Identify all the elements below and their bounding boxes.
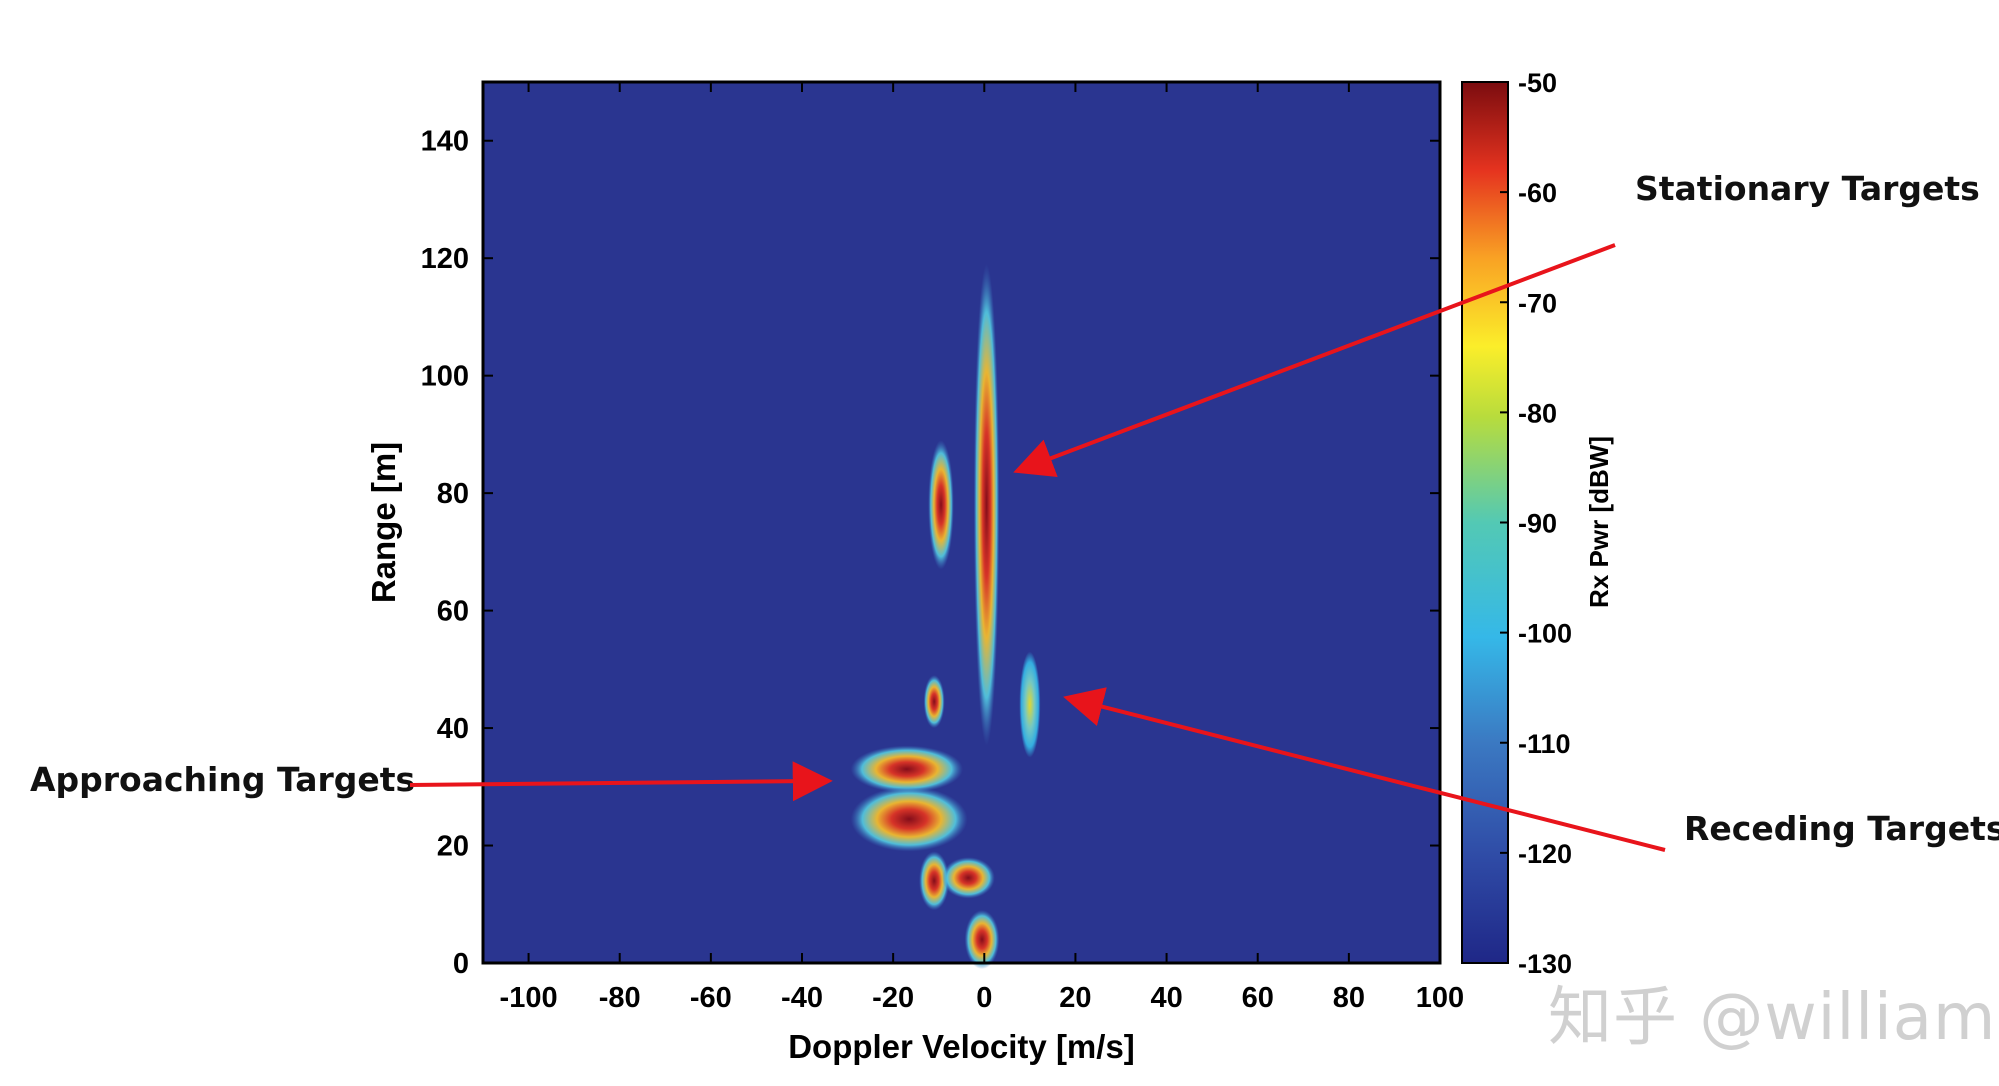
annotation-approaching-targets: Approaching Targets [30, 760, 415, 799]
x-axis-ticks: -100 -80 -60 -40 -20 0 20 40 60 80 100 [500, 82, 1464, 1014]
y-tick-label: 80 [437, 478, 469, 510]
heatmap-cluster [1019, 651, 1041, 758]
y-axis-label: Range [m] [365, 442, 402, 603]
x-tick-label: -20 [872, 982, 914, 1014]
y-tick-label: 0 [453, 948, 469, 980]
arrow-receding [1063, 687, 1666, 852]
x-tick-label: 0 [976, 982, 992, 1014]
colorbar-label: Rx Pwr [dBW] [1584, 436, 1614, 608]
colorbar-tick-label: -70 [1518, 288, 1557, 318]
heatmap-cluster [941, 857, 995, 899]
colorbar-tick-label: -80 [1518, 398, 1557, 428]
heatmap-cluster [964, 910, 1000, 969]
y-tick-label: 60 [437, 596, 469, 628]
colorbar-tick-label: -120 [1518, 839, 1572, 869]
heatmap-cluster [850, 786, 968, 852]
colorbar-tick-label: -90 [1518, 509, 1557, 539]
y-tick-label: 140 [421, 126, 469, 158]
arrow-approaching [409, 761, 833, 802]
colorbar-tick-label: -100 [1518, 619, 1572, 649]
y-axis-ticks: 0 20 40 60 80 100 120 140 [421, 126, 1440, 980]
plot-frame [481, 80, 1442, 965]
x-tick-label: -80 [599, 982, 641, 1014]
heatmap-clusters [850, 263, 1041, 969]
x-axis-label: Doppler Velocity [m/s] [788, 1028, 1135, 1065]
colorbar-ticks: -50 -60 -70 -80 -90 -100 -110 -120 -130 [1500, 68, 1572, 979]
colorbar-tick-label: -50 [1518, 68, 1557, 98]
watermark-text: 知乎 @william [1548, 981, 1997, 1055]
y-tick-label: 120 [421, 243, 469, 275]
x-tick-label: 20 [1059, 982, 1091, 1014]
x-tick-label: -60 [690, 982, 732, 1014]
colorbar-tick-label: -110 [1518, 729, 1571, 759]
heatmap-cluster [850, 745, 963, 793]
heatmap-cluster [923, 675, 945, 729]
y-tick-label: 20 [437, 831, 469, 863]
colorbar-tick-label: -130 [1518, 949, 1572, 979]
x-tick-label: 100 [1416, 982, 1464, 1014]
y-tick-label: 40 [437, 713, 469, 745]
y-tick-label: 100 [421, 361, 469, 393]
x-tick-label: -100 [500, 982, 558, 1014]
colorbar-tick-label: -60 [1518, 178, 1557, 208]
annotation-receding-targets: Receding Targets [1684, 809, 1999, 848]
heatmap-cluster [919, 851, 950, 911]
x-tick-label: -40 [781, 982, 823, 1014]
heatmap-cluster [973, 263, 1000, 746]
annotation-stationary-targets: Stationary Targets [1635, 169, 1980, 208]
x-tick-label: 40 [1150, 982, 1182, 1014]
arrow-stationary [1013, 243, 1616, 478]
x-tick-label: 80 [1333, 982, 1365, 1014]
annotations: Stationary Targets Approaching Targets R… [30, 169, 1999, 852]
heatmap-cluster [928, 440, 954, 570]
x-tick-label: 60 [1242, 982, 1274, 1014]
